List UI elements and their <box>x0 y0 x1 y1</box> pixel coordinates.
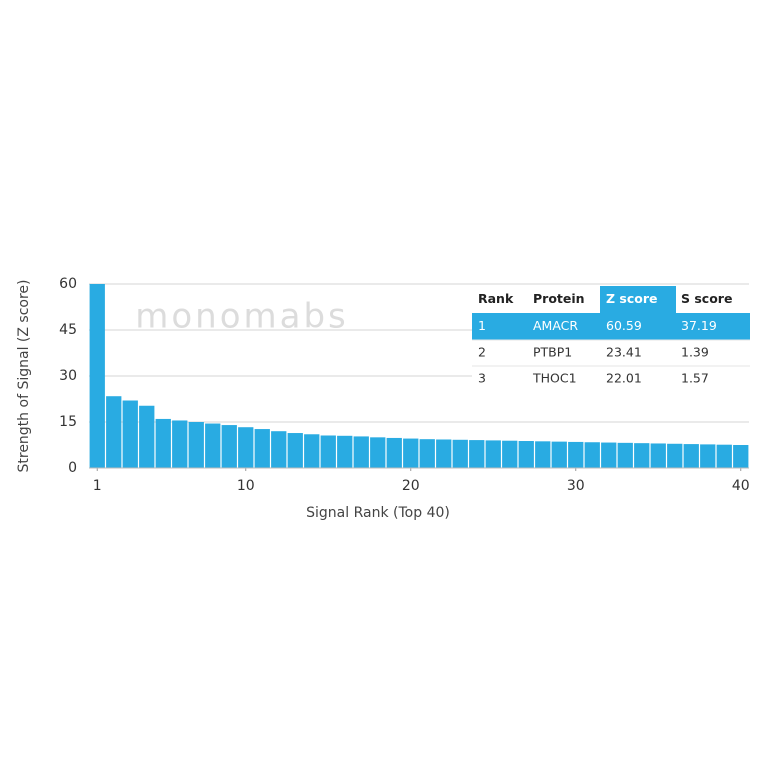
bar <box>634 443 650 468</box>
table-cell: 1.57 <box>681 371 709 386</box>
bar <box>469 440 485 468</box>
bar <box>584 442 600 468</box>
bar <box>221 425 237 468</box>
bar <box>485 440 501 468</box>
table-cell: THOC1 <box>532 371 577 386</box>
x-tick-label: 30 <box>567 478 585 494</box>
bar <box>271 431 287 468</box>
table-cell: 37.19 <box>681 318 717 333</box>
bar <box>287 433 303 468</box>
table-cell: 2 <box>478 345 486 360</box>
bar <box>518 441 534 468</box>
bar <box>601 442 617 468</box>
bar <box>733 445 749 468</box>
bar <box>337 435 353 468</box>
x-tick-label: 20 <box>402 478 420 494</box>
table-cell: PTBP1 <box>533 345 572 360</box>
column-header: Rank <box>478 291 514 306</box>
bar <box>254 429 270 468</box>
axes: 0 15 30 45 60 1 10 20 30 40 <box>59 276 749 494</box>
bar <box>700 444 716 468</box>
bar <box>419 439 435 468</box>
y-axis-label: Strength of Signal (Z score) <box>16 280 32 473</box>
bar <box>370 437 386 468</box>
bar <box>683 444 699 468</box>
bar <box>667 443 683 468</box>
table-cell: 23.41 <box>606 345 642 360</box>
bar <box>172 420 188 468</box>
bar <box>551 441 567 468</box>
row-highlight <box>472 313 750 340</box>
column-header: S score <box>681 291 732 306</box>
y-tick-label: 45 <box>59 322 77 338</box>
table-cell: 1 <box>478 318 486 333</box>
bar <box>502 440 518 468</box>
bar <box>155 418 171 468</box>
bar <box>188 422 204 468</box>
column-header: Z score <box>606 291 658 306</box>
bar <box>238 427 254 468</box>
bar <box>436 439 452 468</box>
bar <box>89 284 105 468</box>
bar <box>568 441 584 468</box>
bar <box>535 441 551 468</box>
x-axis-label: Signal Rank (Top 40) <box>306 505 450 521</box>
x-tick-label: 40 <box>732 478 750 494</box>
table-cell: 22.01 <box>606 371 642 386</box>
bar <box>353 436 369 468</box>
bar <box>716 444 732 468</box>
bar <box>139 405 155 468</box>
table: Rank Protein Z score S score 1 AMACR 60.59 37.1… <box>472 286 750 392</box>
bar <box>122 400 138 468</box>
y-tick-label: 0 <box>68 460 77 476</box>
table-cell: 3 <box>478 371 486 386</box>
table-cell: 60.59 <box>606 318 642 333</box>
bar <box>205 423 221 468</box>
bar <box>403 438 419 468</box>
y-tick-label: 15 <box>59 414 77 430</box>
y-tick-label: 60 <box>59 276 77 292</box>
header-highlight <box>600 286 676 313</box>
bar <box>106 396 122 468</box>
bar <box>304 434 320 468</box>
bar <box>452 439 468 468</box>
bar <box>650 443 666 468</box>
x-tick-label: 1 <box>93 478 102 494</box>
bar <box>320 435 336 468</box>
bar <box>617 442 633 468</box>
x-tick-label: 10 <box>237 478 255 494</box>
column-header: Protein <box>533 291 585 306</box>
y-tick-label: 30 <box>59 368 77 384</box>
bar <box>386 437 402 468</box>
bars <box>89 284 749 468</box>
table-cell: AMACR <box>533 318 578 333</box>
table-cell: 1.39 <box>681 345 709 360</box>
